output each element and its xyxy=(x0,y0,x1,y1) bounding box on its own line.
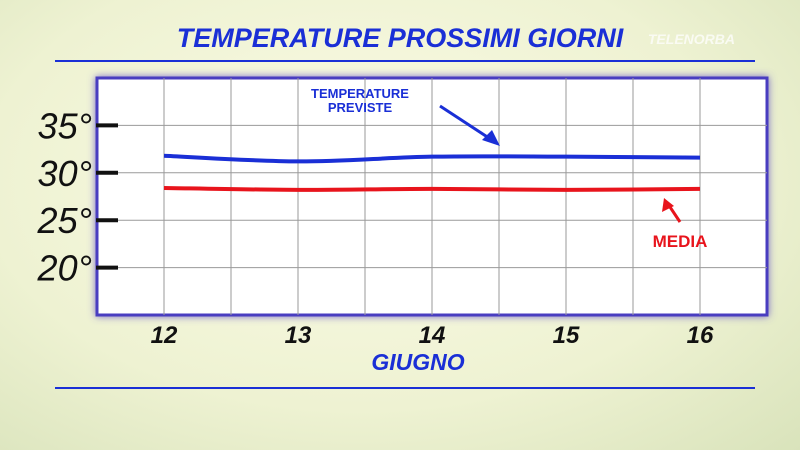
x-tick-label: 12 xyxy=(151,322,178,349)
arrow xyxy=(439,104,496,144)
y-tick-label: 25° xyxy=(37,200,92,241)
x-axis-label: GIUGNO xyxy=(371,349,464,375)
chart-title: TEMPERATURE PROSSIMI GIORNI xyxy=(177,23,624,53)
x-tick-label: 13 xyxy=(285,322,312,349)
y-tick-label: 35° xyxy=(38,105,92,146)
series-line xyxy=(163,153,701,164)
brand-logo: TELENORBA xyxy=(648,31,735,47)
y-tick-label: 30° xyxy=(38,153,92,194)
x-tick-label: 16 xyxy=(687,322,714,349)
arrow-head xyxy=(662,198,674,212)
series-label: TEMPERATURE PREVISTE xyxy=(311,86,409,115)
x-tick-label: 14 xyxy=(419,322,446,349)
series-label: MEDIA xyxy=(652,232,708,251)
x-tick-label: 15 xyxy=(553,322,580,349)
arrow-head xyxy=(482,130,500,146)
y-tick-label: 20° xyxy=(37,248,92,289)
series-line xyxy=(163,185,701,192)
